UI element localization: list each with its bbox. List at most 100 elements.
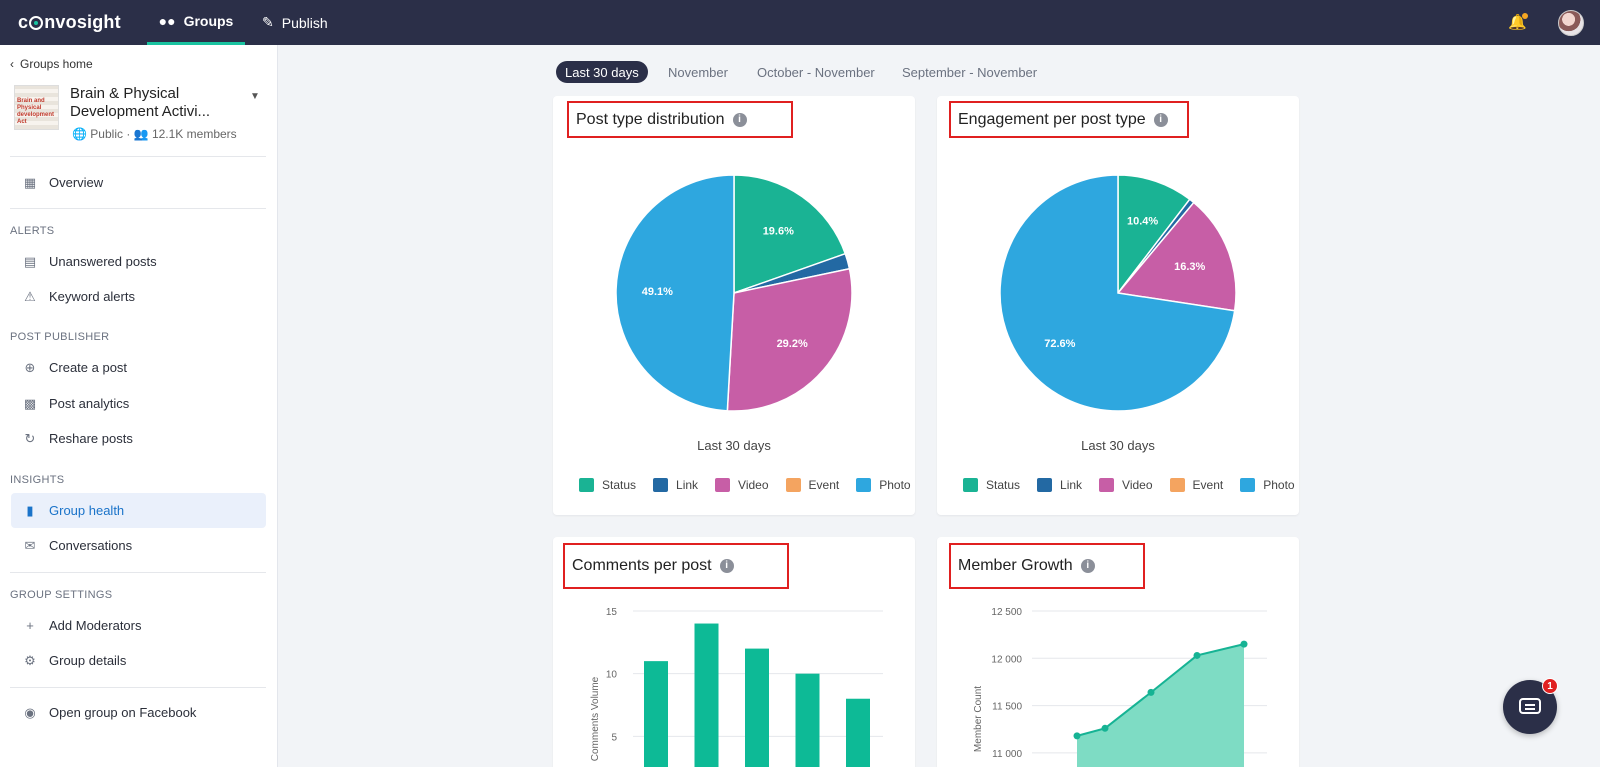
sidebar-item-label: Keyword alerts [49,289,135,304]
open-group-on-facebook-link[interactable]: ◉ Open group on Facebook [11,695,266,730]
bar[interactable] [644,661,668,767]
sidebar-item-keyword-alerts[interactable]: ⚠ Keyword alerts [11,279,266,314]
date-tab-last-30-days[interactable]: Last 30 days [556,61,648,83]
legend-item-status[interactable]: Status [579,478,636,492]
legend-item-event[interactable]: Event [1169,478,1223,492]
nav-tab-publish-label: Publish [281,14,328,31]
bar[interactable] [745,648,769,767]
legend-item-video[interactable]: Video [715,478,769,492]
legend-item-status[interactable]: Status [963,478,1020,492]
date-tab-november[interactable]: November [668,64,728,80]
legend-label: Status [602,478,637,492]
bar[interactable] [846,698,870,767]
info-icon[interactable]: i [1080,559,1095,573]
legend-label: Video [1122,478,1153,492]
y-tick-label: 12 000 [991,654,1022,665]
top-navigation-bar: c nvosight ●● Groups ✎ Publish 🔔 [0,0,1600,45]
legend-item-link[interactable]: Link [653,478,698,492]
legend-item-video[interactable]: Video [1099,478,1153,492]
data-point[interactable] [1073,732,1081,740]
legend-item-photo[interactable]: Photo [1240,478,1295,492]
sidebar-item-overview[interactable]: ▦ Overview [11,165,266,200]
group-switcher-caret-icon[interactable]: ▼ [250,91,260,102]
member-growth-card: Member Growth i 12 500 12 000 11 500 11 000… [937,537,1299,767]
dashboard-icon: ▦ [23,174,37,190]
list-icon: ▤ [23,253,37,269]
sidebar-item-label: Open group on Facebook [49,705,197,720]
legend-item-link[interactable]: Link [1037,478,1082,492]
sidebar-item-group-health[interactable]: ▮ Group health [11,493,266,528]
nav-tab-groups[interactable]: ●● Groups [147,0,245,45]
sidebar-item-reshare-posts[interactable]: ↻ Reshare posts [11,421,266,456]
groups-home-link[interactable]: ‹ Groups home [10,57,93,71]
pie-slice-video[interactable] [726,267,853,412]
legend-label: Link [1060,478,1083,492]
bar[interactable] [694,623,719,767]
legend-label: Video [738,478,769,492]
section-title-group-settings: GROUP SETTINGS [10,589,113,601]
sidebar-item-label: Overview [49,175,104,190]
sidebar-item-unanswered-posts[interactable]: ▤ Unanswered posts [11,244,266,279]
chart-subtitle: Last 30 days [697,438,771,453]
nav-tab-publish[interactable]: ✎ Publish [262,0,328,45]
card-title-box: Engagement per post type i [949,101,1189,138]
data-point[interactable] [1147,688,1155,696]
pie-slice-video[interactable] [1116,201,1237,312]
gear-icon: ⚙ [24,652,36,668]
group-name: Brain & Physical Development Activi... [70,85,211,120]
pie-slice-photo[interactable] [999,174,1236,412]
sidebar-divider [10,208,266,209]
chart-legend: Status Link Video Event Photo [963,478,1312,492]
chevron-left-icon: ‹ [10,57,14,71]
group-thumbnail-text: Brain and Physical development Act [17,98,55,125]
legend-item-photo[interactable]: Photo [856,478,911,492]
y-tick-label: 11 000 [992,749,1022,760]
legend-swatch [653,478,669,492]
sidebar-item-conversations[interactable]: ✉ Conversations [11,528,266,563]
legend-swatch [856,478,872,492]
convosight-logo[interactable]: c nvosight [18,12,121,32]
info-icon[interactable]: i [732,112,747,127]
sidebar-item-label: Unanswered posts [49,254,157,269]
chart-legend: Status Link Video Event Photo [579,478,928,492]
globe-icon: 🌐 [72,127,87,141]
data-point[interactable] [1240,640,1248,648]
nav-tab-groups-label: Groups [183,13,234,29]
y-tick-label: 11 500 [992,702,1022,713]
card-title-box: Post type distribution i [567,101,793,138]
legend-item-event[interactable]: Event [785,478,839,492]
sidebar-item-post-analytics[interactable]: ▩ Post analytics [11,386,266,421]
battery-icon: ▮ [26,502,34,518]
sidebar-item-label: Group details [49,653,127,668]
y-tick-label: 10 [606,670,618,681]
group-thumbnail: Brain and Physical development Act [14,85,59,130]
conversations-icon: ✉ [24,537,36,553]
legend-swatch [1240,478,1256,492]
pie-slice-photo[interactable] [615,174,735,412]
groups-home-label: Groups home [20,57,93,71]
legend-swatch [715,478,731,492]
legend-label: Link [676,478,699,492]
notification-bell-icon[interactable]: 🔔 [1508,13,1528,31]
section-title-alerts: ALERTS [10,225,55,237]
legend-label: Status [986,478,1021,492]
sidebar-item-group-details[interactable]: ⚙ Group details [11,643,266,678]
date-tab-september-november[interactable]: September - November [902,64,1038,80]
card-title-box: Member Growth i [949,543,1145,589]
bar[interactable] [795,673,820,767]
user-avatar[interactable] [1558,10,1584,36]
sidebar-item-add-moderators[interactable]: + Add Moderators [11,608,266,643]
add-person-icon: + [26,618,34,633]
sidebar-item-create-post[interactable]: ⊕ Create a post [11,350,266,385]
engagement-pie-chart: 10.4% 16.3% 72.6% [999,174,1237,412]
data-point[interactable] [1193,651,1201,659]
chat-widget-button[interactable]: 1 [1503,678,1558,734]
info-icon[interactable]: i [719,559,734,573]
data-point[interactable] [1101,724,1109,732]
info-icon[interactable]: i [1153,112,1168,127]
pie-slice-status[interactable] [1117,174,1191,296]
facebook-icon: ◉ [24,704,36,720]
sidebar-item-label: Add Moderators [49,618,142,633]
date-tab-october-november[interactable]: October - November [757,64,875,80]
sidebar-divider [10,687,266,688]
